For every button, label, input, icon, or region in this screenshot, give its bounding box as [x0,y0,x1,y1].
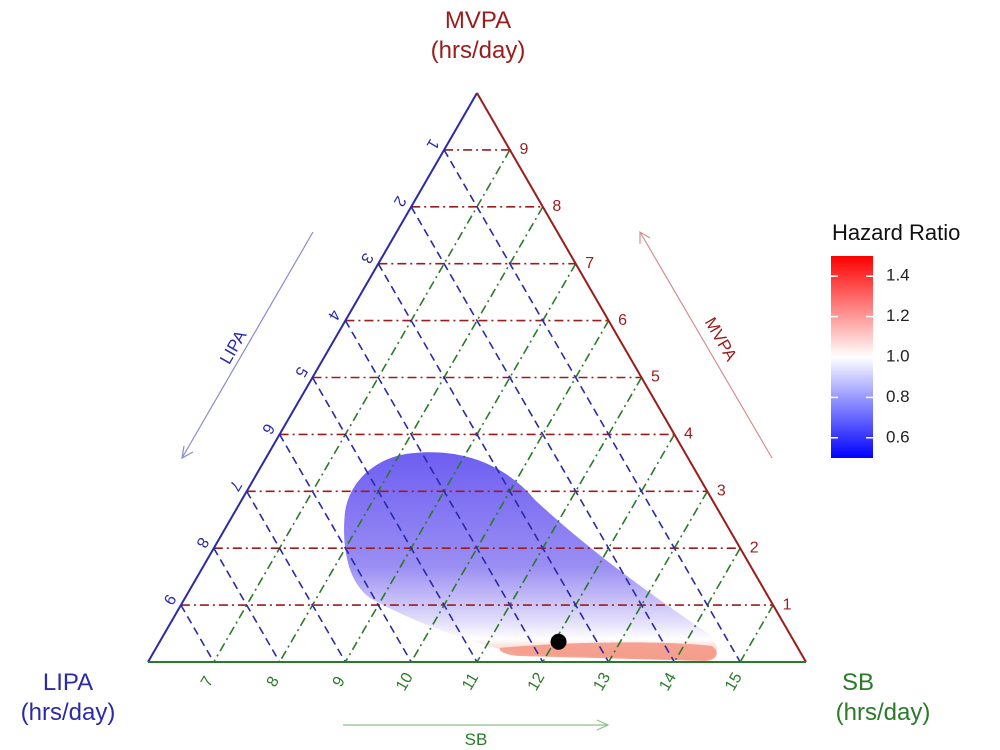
lipa-gridline [278,433,412,663]
sb-tick-label: 14 [656,670,680,694]
lipa-gridline [344,320,544,663]
lipa-tick-label: 5 [291,364,310,380]
mvpa-tick-label: 2 [750,539,759,556]
hazard-blob [344,452,717,660]
mvpa-tick-label: 7 [585,255,594,272]
lipa-tick-label: 1 [423,136,442,152]
grid-lines [180,149,774,663]
sb-tick-label: 13 [591,670,615,694]
sb-tick-label: 10 [393,670,417,694]
legend: Hazard Ratio 1.4 1.2 1.0 0.8 0.6 [831,220,960,458]
mvpa-tick-label: 4 [684,426,693,443]
lipa-gridline [246,490,347,663]
lipa-tick-label: 3 [357,250,376,266]
sb-gridline [213,149,511,663]
mvpa-direction-label: MVPA [701,314,741,365]
legend-tick-label: 1.4 [886,266,910,285]
reference-point [550,633,567,650]
mvpa-tick-label: 5 [651,369,660,386]
triangle-frame [147,92,807,663]
sb-gridline [542,433,676,663]
sb-gridline [476,377,643,663]
sb-direction-label: SB [465,730,488,749]
sb-gridline [278,206,544,663]
lipa-tick-label: 8 [192,534,211,550]
lipa-gridline [180,604,215,663]
sb-axis-title: SB [842,669,874,696]
sb-direction-arrow: SB [343,719,610,749]
sb-tick-label: 12 [525,670,549,694]
sb-gridline [739,604,774,663]
lipa-tick-label: 4 [324,307,343,323]
lipa-gridline [213,547,281,663]
sb-gridline [344,263,577,663]
sb-tick-label: 9 [330,674,349,690]
lipa-axis-line [147,92,478,663]
lipa-tick-label: 6 [258,420,277,436]
mvpa-axis-line [476,92,807,663]
mvpa-axis-title: MVPA [445,7,511,34]
legend-tick-label: 1.2 [886,306,910,325]
lipa-direction-arrow: LIPA [181,231,314,460]
sb-tick-label: 15 [722,670,746,694]
lipa-gridline [443,149,741,663]
lipa-axis-title: LIPA [43,669,93,696]
mvpa-tick-label: 3 [717,483,726,500]
sb-axis-unit: (hrs/day) [836,699,931,726]
mvpa-tick-label: 8 [552,198,561,215]
sb-tick-label: 8 [264,674,283,690]
lipa-axis-unit: (hrs/day) [21,699,116,726]
lipa-gridline [377,263,610,663]
lipa-tick-label: 2 [390,193,409,209]
legend-tick-label: 0.6 [886,427,910,446]
legend-tick-label: 1.0 [886,346,910,365]
mvpa-tick-label: 9 [519,141,528,158]
mvpa-tick-label: 1 [783,596,792,613]
sb-tick-label: 7 [198,674,217,690]
sb-gridline [607,490,708,663]
lipa-gridline [410,206,676,663]
lipa-tick-label: 9 [159,591,178,607]
legend-tick-label: 0.8 [886,387,910,406]
lipa-direction-label: LIPA [216,327,251,368]
mvpa-direction-arrow: MVPA [639,230,773,459]
legend-title: Hazard Ratio [832,220,960,245]
sb-tick-label: 11 [459,670,482,693]
mvpa-tick-label: 6 [618,312,627,329]
hazard-region [344,452,717,661]
mvpa-axis-unit: (hrs/day) [431,37,526,64]
lipa-gridline [311,377,478,663]
lipa-tick-label: 7 [225,477,244,493]
